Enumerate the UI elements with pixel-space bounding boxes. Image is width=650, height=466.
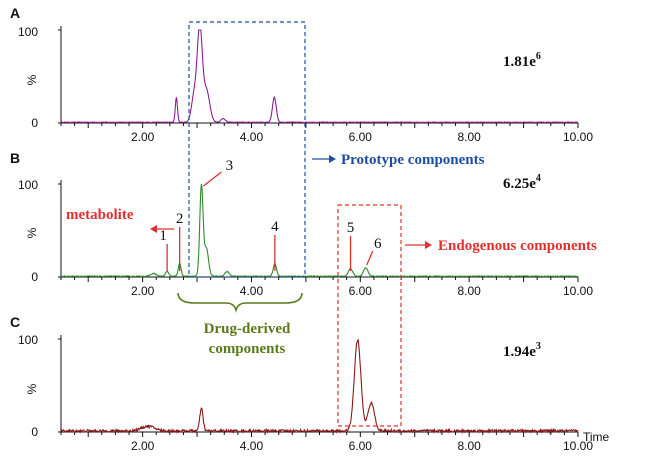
- panel-c: C 100 0 % 1.94e3 Time 2.00 4.00 6.00 8.00 10…: [10, 314, 610, 453]
- panel-b-xtick-label: 8.00: [457, 284, 481, 298]
- peak-label-6: 6: [374, 236, 382, 252]
- panel-a: A 100 0 % 1.81e6 2.00 4.00 6.00 8.00 10.00: [10, 5, 593, 144]
- panel-c-xtick-label: 2.00: [131, 439, 155, 453]
- panel-c-ytick-100: 100: [18, 333, 38, 347]
- peak-label-5: 5: [347, 220, 355, 236]
- panel-b-xtick-label: 2.00: [131, 284, 155, 298]
- panel-b-xtick-label: 10.00: [563, 284, 593, 298]
- panel-b-xtick-label: 4.00: [240, 284, 264, 298]
- panel-c-scale-label: 1.94e3: [503, 341, 541, 360]
- panel-c-xtick-label: 6.00: [349, 439, 373, 453]
- panel-a-ytick-0: 0: [31, 116, 38, 130]
- panel-c-letter: C: [10, 314, 20, 330]
- panel-a-scale-label: 1.81e6: [503, 51, 541, 70]
- panel-b-trace: [60, 183, 579, 278]
- panel-c-xlabel: Time: [583, 430, 610, 444]
- prototype-region-box: [188, 21, 306, 278]
- panel-a-trace: [60, 29, 579, 124]
- metabolite-arrow-head: [150, 225, 157, 233]
- panel-a-xtick-label: 6.00: [349, 130, 373, 144]
- panel-a-xtick-label: 4.00: [240, 130, 264, 144]
- endogenous-arrow-head: [425, 241, 432, 249]
- panel-a-ylabel: %: [25, 74, 39, 85]
- panel-c-xtick-label: 4.00: [240, 439, 264, 453]
- endogenous-label: Endogenous components: [438, 238, 597, 254]
- panel-a-xtick-label: 2.00: [131, 130, 155, 144]
- drug-derived-brace: [177, 292, 303, 313]
- panel-a-scale-exp: 6: [536, 51, 541, 62]
- peak-pointer-6: [366, 250, 374, 266]
- peak-label-4: 4: [271, 219, 279, 235]
- panel-a-ytick-100: 100: [18, 25, 38, 39]
- panel-a-xtick-label: 8.00: [457, 130, 481, 144]
- panel-a-letter: A: [10, 5, 20, 21]
- peak-label-1: 1: [159, 228, 167, 244]
- panel-b-scale-label: 6.25e4: [503, 173, 541, 192]
- panel-b-scale-base: 6.25e: [503, 176, 536, 192]
- panel-c-scale-base: 1.94e: [503, 344, 536, 360]
- panel-a-scale-base: 1.81e: [503, 54, 536, 70]
- prototype-arrow-head: [329, 155, 336, 163]
- panel-b-ytick-0: 0: [31, 270, 38, 284]
- panel-c-xtick-label: 8.00: [457, 439, 481, 453]
- panel-b-ytick-100: 100: [18, 178, 38, 192]
- panel-c-ylabel: %: [25, 383, 39, 394]
- panel-b-xtick-label: 6.00: [349, 284, 373, 298]
- peak-label-3: 3: [226, 158, 234, 174]
- drug-derived-label-line2: components: [209, 341, 286, 357]
- peak-label-2: 2: [176, 211, 184, 227]
- prototype-label: Prototype components: [341, 152, 485, 168]
- peak-pointer-3: [203, 171, 222, 187]
- panel-b: B 100 0 % 6.25e4 2.00 4.00 6.00 8.00 10.0012…: [10, 150, 593, 298]
- panel-c-trace: [60, 338, 579, 435]
- drug-derived-label-line1: Drug-derived: [204, 321, 291, 337]
- panel-c-xtick-label: 10.00: [563, 439, 593, 453]
- panel-c-ytick-0: 0: [31, 425, 38, 439]
- endogenous-region-box: [337, 204, 402, 427]
- panel-b-ylabel: %: [25, 227, 39, 238]
- panel-a-xtick-label: 10.00: [563, 130, 593, 144]
- metabolite-label: metabolite: [66, 207, 134, 223]
- panel-c-scale-exp: 3: [536, 341, 541, 352]
- panel-b-letter: B: [10, 150, 20, 166]
- panel-b-scale-exp: 4: [536, 173, 541, 184]
